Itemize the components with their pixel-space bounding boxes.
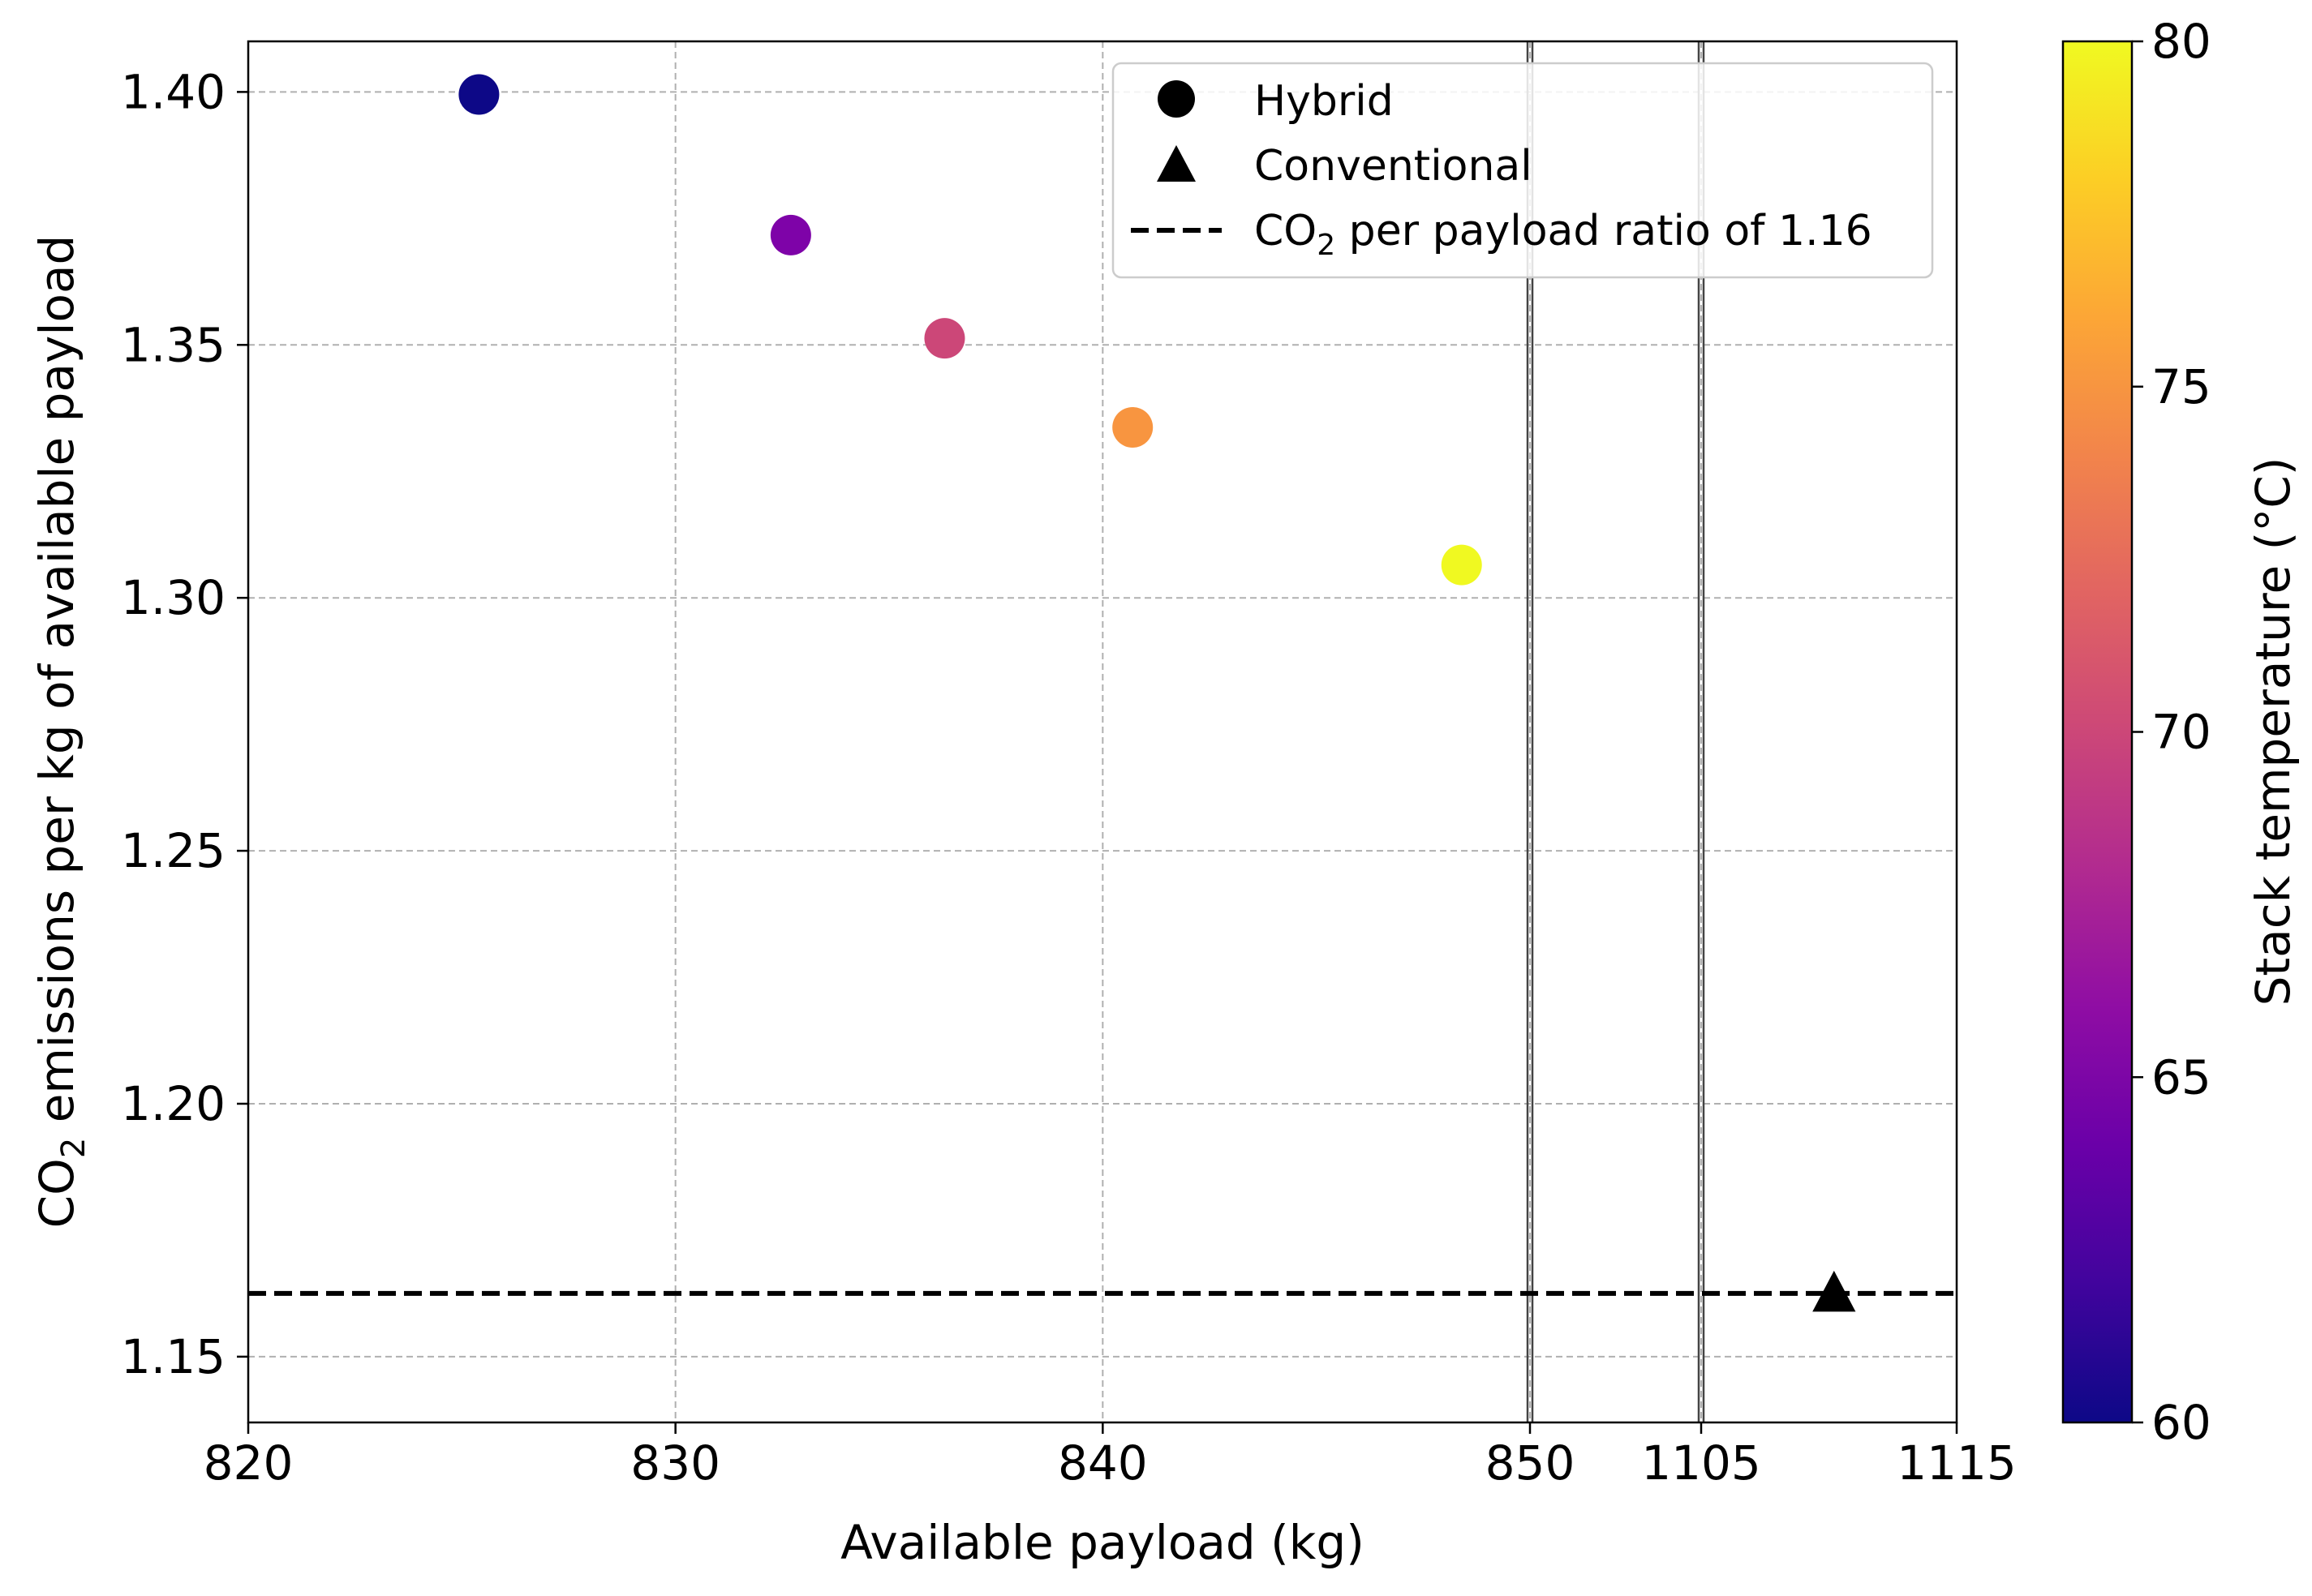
hybrid-point-1	[770, 214, 811, 255]
hybrid-point-4	[1441, 544, 1482, 586]
y-tick-label-1: 1.20	[121, 1076, 226, 1131]
y-tick-label-0: 1.15	[121, 1329, 226, 1384]
colorbar-label: Stack temperature (°C)	[2245, 457, 2301, 1006]
conventional-point-0	[1812, 1270, 1856, 1312]
grid-lines	[248, 41, 1957, 1422]
y-tick-label-5: 1.40	[121, 64, 226, 119]
y-axis-label-subscript: 2	[55, 1138, 92, 1158]
x-tick-label-1: 830	[630, 1435, 720, 1491]
legend-reference-label-subscript: 2	[1317, 229, 1335, 262]
colorbar-ticks: 60 65 70 75 80	[2132, 14, 2211, 1450]
legend-reference-label-co: CO	[1254, 207, 1317, 255]
y-axis-label-co: CO	[29, 1158, 84, 1228]
legend: Hybrid Conventional CO2 per payload rati…	[1111, 62, 1934, 279]
colorbar-tick-label-0: 60	[2151, 1395, 2211, 1450]
x-tick-label-0: 820	[204, 1435, 294, 1491]
legend-box	[1111, 62, 1934, 279]
legend-conventional-label: Conventional	[1254, 142, 1532, 191]
colorbar-tick-label-1: 65	[2151, 1049, 2211, 1105]
x-axis-label: Available payload (kg)	[840, 1515, 1364, 1570]
hybrid-point-0	[458, 74, 500, 115]
legend-hybrid-label: Hybrid	[1254, 77, 1394, 126]
x-tick-label-2: 840	[1058, 1435, 1148, 1491]
hybrid-point-2	[924, 318, 965, 359]
colorbar-tick-label-4: 80	[2151, 14, 2211, 69]
colorbar-tick-label-2: 70	[2151, 705, 2211, 760]
x-tick-label-4: 1105	[1641, 1435, 1761, 1491]
colorbar-tick-label-3: 75	[2151, 359, 2211, 414]
data-points	[458, 74, 1856, 1312]
legend-reference-label: CO2 per payload ratio of 1.16	[1254, 207, 1872, 262]
x-tick-label-3: 850	[1485, 1435, 1575, 1491]
legend-hybrid-marker	[1158, 80, 1195, 118]
y-tick-label-3: 1.30	[121, 570, 226, 625]
y-tick-label-4: 1.35	[121, 317, 226, 372]
x-tick-label-5: 1115	[1897, 1435, 2017, 1491]
y-tick-label-2: 1.25	[121, 823, 226, 878]
hybrid-point-3	[1112, 406, 1154, 448]
y-axis-label: CO2 emissions per kg of available payloa…	[29, 235, 92, 1229]
legend-reference-label-rest: per payload ratio of 1.16	[1335, 207, 1872, 255]
legend-conventional-marker	[1157, 145, 1196, 182]
colorbar-gradient	[2061, 40, 2134, 1424]
colorbar: 60 65 70 75 80 Stack temperature (°C)	[2061, 14, 2301, 1450]
y-axis-ticks: 1.15 1.20 1.25 1.30 1.35 1.40	[121, 64, 248, 1384]
y-axis-label-rest: emissions per kg of available payload	[29, 235, 84, 1138]
x-axis-ticks: 820 830 840 850 1105 1115	[204, 1422, 2017, 1491]
